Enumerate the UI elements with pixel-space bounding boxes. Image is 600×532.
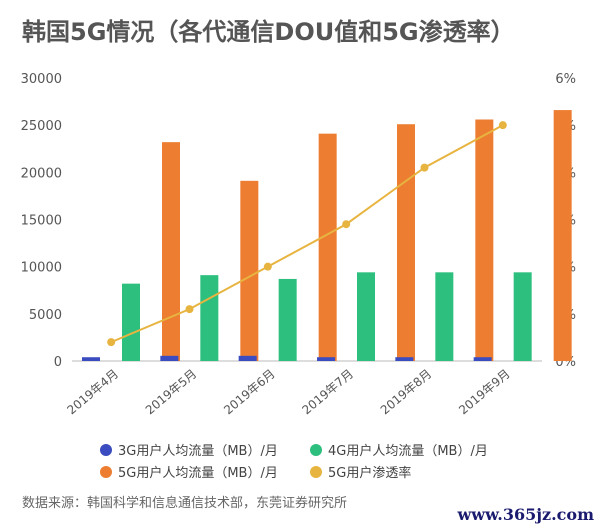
left-tick-label: 25000 bbox=[21, 119, 62, 134]
left-tick-label: 0 bbox=[54, 355, 62, 370]
left-tick-label: 15000 bbox=[21, 214, 62, 229]
bar-5g bbox=[240, 180, 259, 361]
penetration-point bbox=[185, 305, 194, 314]
bar-3g bbox=[238, 355, 257, 361]
x-axis-labels: 2019年4月 2019年5月 2019年6月 2019年7月 2019年8月 2019年… bbox=[64, 367, 512, 418]
bar-5g bbox=[475, 119, 494, 361]
bar-4g bbox=[200, 275, 219, 361]
penetration-points bbox=[107, 121, 507, 347]
bar-3g bbox=[395, 357, 414, 361]
left-tick-label: 10000 bbox=[21, 261, 62, 276]
bar-4g bbox=[122, 283, 140, 361]
bar-5g bbox=[397, 124, 415, 362]
penetration-line bbox=[110, 124, 504, 344]
x-tick-label: 2019年7月 bbox=[299, 367, 356, 418]
bar-4g bbox=[357, 272, 375, 361]
left-tick-label: 30000 bbox=[21, 72, 62, 87]
x-tick-label: 2019年6月 bbox=[221, 367, 278, 418]
penetration-point bbox=[498, 121, 507, 130]
bar-4g bbox=[435, 272, 454, 361]
x-tick-label: 2019年4月 bbox=[64, 367, 121, 418]
bar-5g bbox=[162, 142, 180, 361]
bar-3g bbox=[82, 357, 100, 361]
penetration-point bbox=[107, 338, 116, 347]
bar-3g bbox=[473, 357, 492, 361]
chart-title: 韩国5G情况（各代通信DOU值和5G渗透率） bbox=[22, 18, 515, 46]
left-tick-label: 20000 bbox=[21, 166, 62, 181]
left-axis: 0 5000 10000 15000 20000 25000 30000 bbox=[21, 72, 62, 370]
penetration-point bbox=[420, 163, 429, 172]
source-note: 数据来源：韩国科学和信息通信技术部，东莞证券研究所 bbox=[22, 496, 348, 511]
penetration-point bbox=[263, 262, 272, 271]
x-tick-label: 2019年9月 bbox=[456, 367, 513, 418]
x-tick-label: 2019年8月 bbox=[378, 367, 435, 418]
bar-5g bbox=[318, 133, 337, 361]
penetration-point bbox=[342, 220, 351, 229]
x-tick-label: 2019年5月 bbox=[143, 367, 200, 418]
bar-4g bbox=[513, 272, 532, 361]
bar-3g bbox=[317, 357, 335, 361]
bars bbox=[82, 110, 572, 362]
left-tick-label: 5000 bbox=[29, 308, 62, 323]
watermark: www.365jz.com bbox=[457, 505, 594, 524]
right-tick-label: 6% bbox=[555, 72, 576, 87]
bar-4g bbox=[278, 278, 297, 361]
bar-3g bbox=[160, 355, 179, 361]
bar-5g bbox=[553, 110, 572, 361]
